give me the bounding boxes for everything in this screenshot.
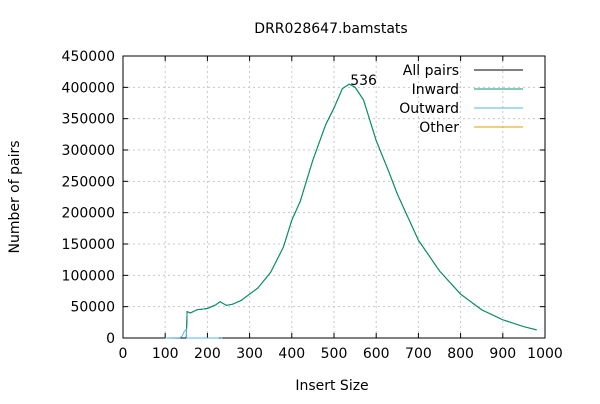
- legend-label: Other: [419, 120, 459, 136]
- x-tick-label: 200: [194, 346, 221, 362]
- x-tick-label: 700: [405, 346, 432, 362]
- x-tick-label: 300: [236, 346, 263, 362]
- y-tick-label: 150000: [62, 237, 115, 253]
- legend-label: All pairs: [403, 63, 459, 79]
- legend-label: Inward: [412, 82, 459, 98]
- y-tick-label: 400000: [62, 80, 115, 96]
- peak-annotation: 536: [350, 73, 377, 89]
- y-tick-label: 0: [106, 331, 115, 347]
- chart-title: DRR028647.bamstats: [254, 21, 407, 37]
- grid: [123, 56, 545, 338]
- x-tick-label: 0: [119, 346, 128, 362]
- y-tick-label: 50000: [70, 300, 115, 316]
- series-lines: [165, 83, 537, 339]
- y-tick-label: 450000: [62, 49, 115, 65]
- series-line-outward: [165, 327, 223, 339]
- legend-label: Outward: [399, 101, 459, 117]
- x-tick-label: 400: [278, 346, 305, 362]
- legend: All pairs Inward Outward Other: [399, 63, 523, 136]
- series-line-inward: [185, 83, 537, 339]
- y-axis-label: Number of pairs: [7, 140, 23, 253]
- y-tick-label: 300000: [62, 143, 115, 159]
- y-tick-label: 100000: [62, 268, 115, 284]
- y-tick-label: 350000: [62, 112, 115, 128]
- series-line-all-pairs: [185, 83, 537, 339]
- x-tick-label: 600: [363, 346, 390, 362]
- axes: 0 100 200 300 400 500 600 700 800 900 1000 0 50000 10…: [62, 49, 563, 362]
- x-axis-label: Insert Size: [295, 378, 368, 394]
- x-tick-label: 900: [489, 346, 516, 362]
- plot-frame: [122, 55, 546, 339]
- x-tick-label: 500: [321, 346, 348, 362]
- y-tick-label: 200000: [62, 206, 115, 222]
- x-tick-label: 800: [447, 346, 474, 362]
- y-tick-label: 250000: [62, 174, 115, 190]
- x-tick-label: 1000: [527, 346, 563, 362]
- x-tick-label: 100: [152, 346, 179, 362]
